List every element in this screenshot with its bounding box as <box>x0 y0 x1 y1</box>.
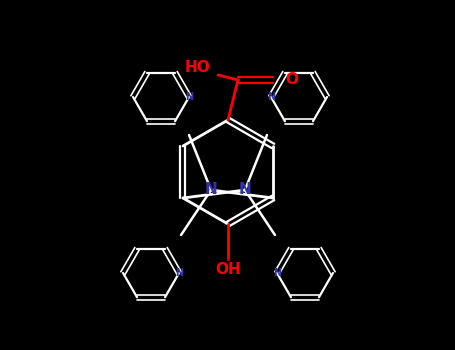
Text: N: N <box>175 268 183 278</box>
Text: HO: HO <box>184 61 210 76</box>
Text: N: N <box>238 182 251 197</box>
Text: N: N <box>185 92 193 102</box>
Text: N: N <box>273 268 281 278</box>
Text: O: O <box>285 72 298 88</box>
Text: N: N <box>205 182 217 197</box>
Text: N: N <box>267 92 275 102</box>
Text: OH: OH <box>215 261 241 276</box>
